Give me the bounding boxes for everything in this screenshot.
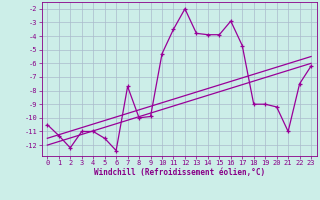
X-axis label: Windchill (Refroidissement éolien,°C): Windchill (Refroidissement éolien,°C)	[94, 168, 265, 177]
